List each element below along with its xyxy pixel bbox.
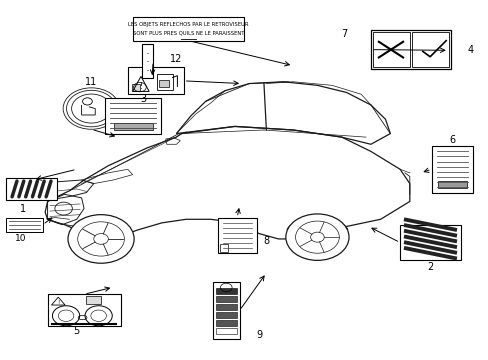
- Circle shape: [285, 214, 348, 260]
- Text: 5: 5: [74, 327, 80, 337]
- Bar: [6, 178, 57, 200]
- Bar: [215, 304, 236, 310]
- Bar: [159, 80, 169, 87]
- Text: LES OBJETS REFLECHOS PAR LE RETROVISEUR: LES OBJETS REFLECHOS PAR LE RETROVISEUR: [128, 22, 248, 27]
- Bar: [127, 67, 183, 94]
- Bar: [372, 32, 409, 67]
- Bar: [132, 18, 244, 41]
- Bar: [6, 217, 42, 232]
- Bar: [105, 98, 161, 134]
- Text: 12: 12: [170, 54, 182, 64]
- Bar: [215, 328, 236, 334]
- Bar: [215, 320, 236, 326]
- Text: 8: 8: [263, 236, 269, 246]
- Text: 1: 1: [20, 203, 26, 213]
- Bar: [142, 44, 153, 78]
- Text: 11: 11: [85, 77, 97, 87]
- Text: SONT PLUS PRES QUILS NE LE PARAISSENT: SONT PLUS PRES QUILS NE LE PARAISSENT: [133, 30, 244, 35]
- Bar: [212, 282, 239, 339]
- Bar: [47, 294, 120, 327]
- Text: !: !: [57, 300, 59, 305]
- Bar: [86, 296, 101, 304]
- Bar: [219, 244, 228, 252]
- Text: 9: 9: [256, 330, 262, 341]
- Text: 2: 2: [426, 262, 432, 272]
- Bar: [215, 296, 236, 302]
- Bar: [437, 181, 466, 188]
- Circle shape: [68, 215, 134, 263]
- Bar: [431, 146, 472, 193]
- Text: 3: 3: [140, 94, 146, 104]
- Bar: [370, 30, 450, 69]
- Bar: [215, 312, 236, 318]
- Bar: [215, 288, 236, 294]
- Text: 7: 7: [340, 28, 346, 39]
- Text: 4: 4: [467, 45, 473, 55]
- Bar: [157, 74, 172, 90]
- Bar: [217, 217, 256, 253]
- Bar: [412, 32, 448, 67]
- Bar: [399, 225, 460, 260]
- Text: 6: 6: [448, 135, 454, 145]
- Text: !: !: [139, 82, 142, 91]
- Bar: [114, 123, 152, 130]
- Bar: [131, 84, 140, 91]
- Text: 10: 10: [15, 234, 26, 243]
